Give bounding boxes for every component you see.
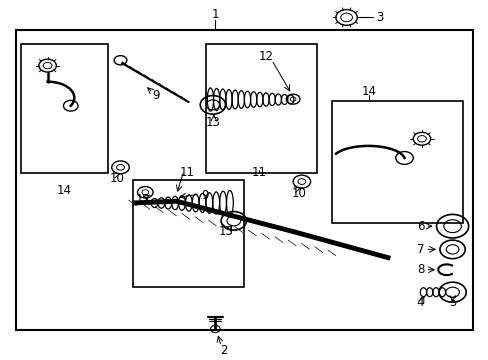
- Text: 10: 10: [291, 186, 306, 199]
- Text: 14: 14: [57, 184, 72, 197]
- Text: 1: 1: [211, 8, 219, 21]
- Text: 2: 2: [220, 344, 227, 357]
- Text: 7: 7: [416, 243, 424, 256]
- Text: 13: 13: [218, 225, 233, 238]
- Text: 8: 8: [416, 263, 423, 276]
- Text: 13: 13: [205, 116, 220, 129]
- Text: 9: 9: [201, 189, 208, 202]
- Bar: [205, 44, 317, 173]
- Bar: [132, 180, 244, 287]
- Text: 14: 14: [361, 85, 376, 98]
- Bar: [16, 30, 472, 330]
- Bar: [331, 101, 462, 222]
- Text: 5: 5: [448, 296, 455, 309]
- Text: 12: 12: [136, 193, 151, 206]
- Text: 12: 12: [258, 50, 273, 63]
- Text: 3: 3: [375, 11, 383, 24]
- Text: 9: 9: [152, 89, 160, 103]
- Bar: [21, 44, 108, 173]
- Text: 11: 11: [179, 166, 194, 179]
- Text: 6: 6: [416, 220, 424, 233]
- Text: 10: 10: [109, 171, 124, 185]
- Text: 11: 11: [251, 166, 266, 179]
- Text: 4: 4: [416, 296, 424, 309]
